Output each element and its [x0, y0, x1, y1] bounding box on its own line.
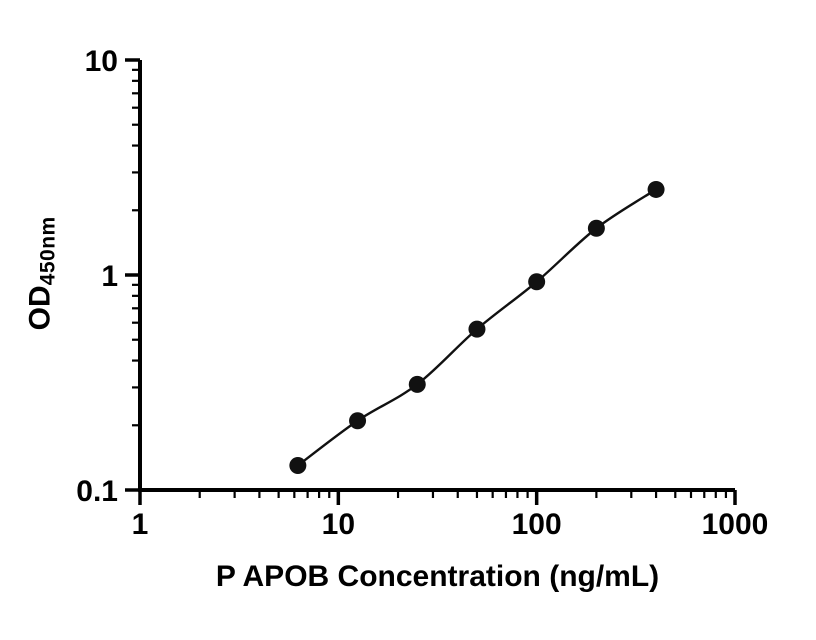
data-point: [468, 320, 486, 338]
y-axis-title-main: OD: [23, 285, 57, 331]
y-tick-label: 0.1: [76, 475, 118, 508]
data-point: [289, 457, 307, 475]
data-point: [349, 412, 367, 430]
x-axis-title: P APOB Concentration (ng/mL): [215, 560, 660, 593]
x-tick-label: 10: [322, 508, 355, 541]
data-point: [587, 219, 605, 237]
y-tick-label: 10: [85, 45, 118, 78]
x-tick-label: 1000: [702, 508, 769, 541]
data-point: [647, 180, 665, 198]
x-tick-label: 1: [132, 508, 149, 541]
y-axis-title: OD450nm: [24, 73, 61, 473]
y-axis-title-subscript: 450nm: [36, 216, 60, 286]
x-tick-label: 100: [512, 508, 562, 541]
data-point: [408, 375, 426, 393]
y-tick-label: 1: [101, 260, 118, 293]
data-point: [528, 273, 546, 291]
